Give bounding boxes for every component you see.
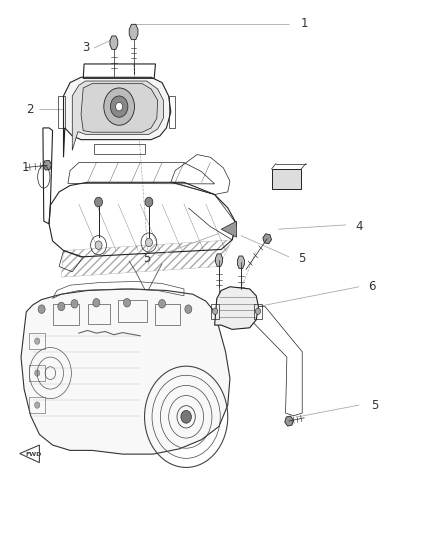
Circle shape (71, 300, 78, 308)
Bar (155, 304, 180, 325)
Circle shape (104, 88, 134, 125)
Circle shape (145, 238, 152, 247)
Polygon shape (110, 36, 118, 50)
Bar (254, 304, 262, 319)
Text: 5: 5 (143, 252, 150, 265)
Circle shape (35, 370, 40, 376)
Circle shape (35, 402, 40, 408)
Polygon shape (285, 416, 293, 426)
Bar (29, 333, 45, 349)
Bar (53, 304, 79, 325)
Text: 5: 5 (371, 399, 378, 411)
Circle shape (124, 298, 131, 307)
Polygon shape (72, 81, 163, 150)
Polygon shape (21, 289, 230, 454)
Circle shape (93, 298, 100, 307)
Circle shape (58, 302, 65, 311)
Text: 4: 4 (355, 220, 363, 233)
Text: FWD: FWD (25, 451, 42, 457)
Circle shape (95, 241, 102, 249)
Bar (29, 365, 45, 381)
Circle shape (255, 308, 261, 314)
Polygon shape (129, 25, 138, 39)
Polygon shape (215, 254, 223, 266)
Circle shape (212, 308, 218, 314)
Circle shape (159, 300, 166, 308)
Polygon shape (237, 256, 244, 269)
Circle shape (110, 96, 128, 117)
Text: 1: 1 (21, 161, 29, 174)
Circle shape (145, 197, 153, 207)
Circle shape (116, 102, 123, 111)
Circle shape (181, 410, 191, 423)
Polygon shape (64, 77, 171, 157)
Text: 5: 5 (299, 252, 306, 265)
Circle shape (38, 305, 45, 313)
Text: 2: 2 (26, 103, 34, 116)
Bar (29, 397, 45, 413)
Text: 3: 3 (82, 42, 89, 54)
Bar (118, 300, 147, 322)
Bar (88, 304, 110, 324)
Text: 6: 6 (368, 280, 376, 293)
Bar (272, 169, 301, 189)
Polygon shape (221, 221, 237, 237)
Polygon shape (263, 234, 272, 244)
Polygon shape (215, 287, 258, 329)
Bar (211, 304, 219, 319)
Polygon shape (43, 160, 52, 170)
Text: FWD: FWD (276, 174, 296, 183)
Circle shape (185, 305, 192, 313)
Text: 1: 1 (300, 18, 308, 30)
Circle shape (35, 338, 40, 344)
Polygon shape (81, 84, 158, 132)
Circle shape (95, 197, 102, 207)
Polygon shape (61, 240, 232, 277)
